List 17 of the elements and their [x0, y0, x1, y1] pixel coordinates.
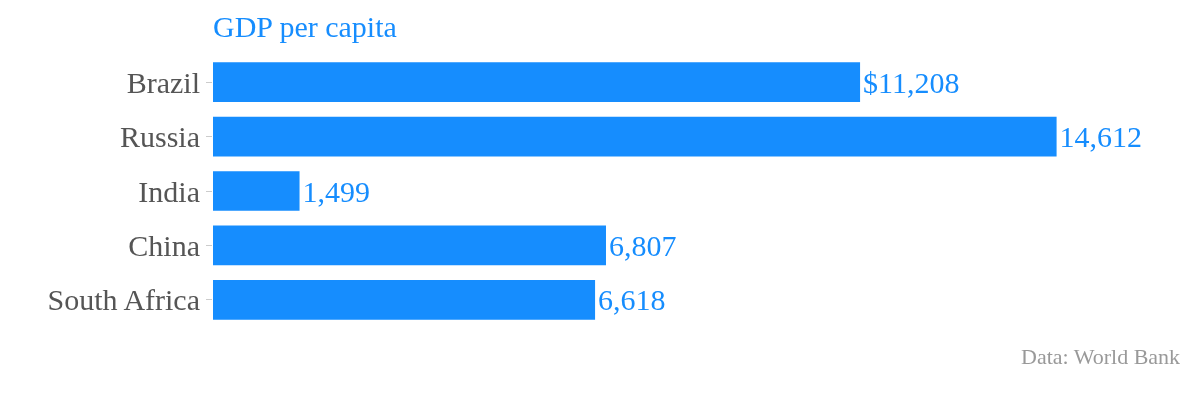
bar — [213, 171, 300, 211]
y-tick-label: India — [138, 174, 200, 208]
data-label: 6,618 — [598, 283, 666, 317]
bar — [213, 279, 596, 320]
chart-title: GDP per capita — [213, 10, 397, 44]
y-tick-label: China — [128, 228, 200, 262]
data-label: 14,612 — [1059, 120, 1143, 154]
data-label: $11,208 — [863, 65, 960, 99]
bar — [213, 62, 861, 103]
y-tick-label: Russia — [119, 120, 200, 154]
y-tick-label: Brazil — [126, 65, 200, 99]
data-label: 6,807 — [608, 228, 677, 262]
y-tick-label: South Africa — [47, 283, 200, 317]
bar — [213, 116, 1057, 157]
text: Data: World Bank — [1021, 344, 1181, 369]
data-label: 1,499 — [302, 174, 371, 208]
bar — [213, 225, 606, 266]
